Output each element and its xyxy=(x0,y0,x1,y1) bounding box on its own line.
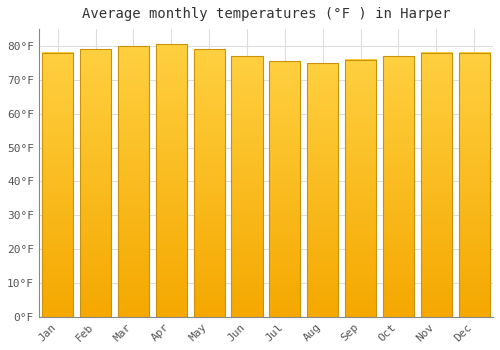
Bar xyxy=(383,56,414,317)
Bar xyxy=(270,61,300,317)
Bar xyxy=(458,53,490,317)
Bar xyxy=(80,49,111,317)
Bar xyxy=(232,56,262,317)
Bar xyxy=(42,53,74,317)
Bar xyxy=(118,46,149,317)
Bar xyxy=(307,63,338,317)
Title: Average monthly temperatures (°F ) in Harper: Average monthly temperatures (°F ) in Ha… xyxy=(82,7,450,21)
Bar xyxy=(194,49,224,317)
Bar xyxy=(156,44,187,317)
Bar xyxy=(345,60,376,317)
Bar xyxy=(421,53,452,317)
